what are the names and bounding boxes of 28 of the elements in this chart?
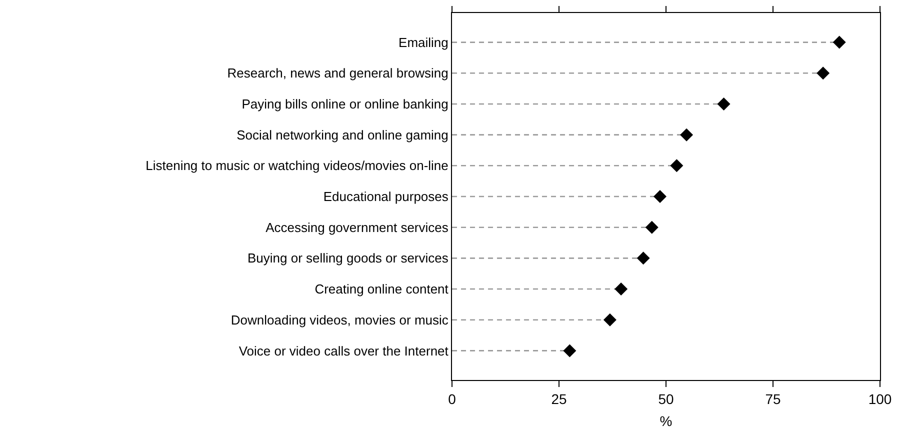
x-axis-title: % (660, 413, 672, 430)
point (816, 66, 830, 80)
point (680, 128, 694, 142)
y-tick-label: Educational purposes (323, 189, 449, 204)
x-tick-label: 50 (658, 390, 674, 407)
y-tick-label: Social networking and online gaming (236, 127, 448, 142)
y-tick-label: Buying or selling goods or services (248, 250, 449, 266)
x-tick-label: 0 (448, 390, 456, 407)
point (832, 36, 846, 49)
y-tick-label: Research, news and general browsing (227, 66, 448, 81)
point (645, 220, 658, 234)
point (636, 252, 650, 265)
y-tick-label: Creating online content (314, 282, 449, 297)
point (717, 97, 730, 110)
x-tick-label: 100 (868, 390, 892, 407)
y-tick-label: Voice or video calls over the Internet (238, 343, 449, 358)
x-tick-label: 25 (551, 390, 567, 407)
point (614, 282, 628, 296)
y-tick-label: Paying bills online or online banking (242, 96, 448, 112)
point (603, 313, 616, 326)
point (670, 159, 684, 172)
y-tick-label: Emailing (398, 34, 448, 50)
y-tick-label: Listening to music or watching videos/movies on-line (146, 158, 448, 174)
y-tick-label: Downloading videos, movies or music (230, 312, 449, 328)
point (563, 344, 576, 358)
point (654, 190, 667, 203)
y-tick-label: Accessing government services (266, 220, 449, 235)
x-tick-label: 75 (765, 390, 781, 407)
